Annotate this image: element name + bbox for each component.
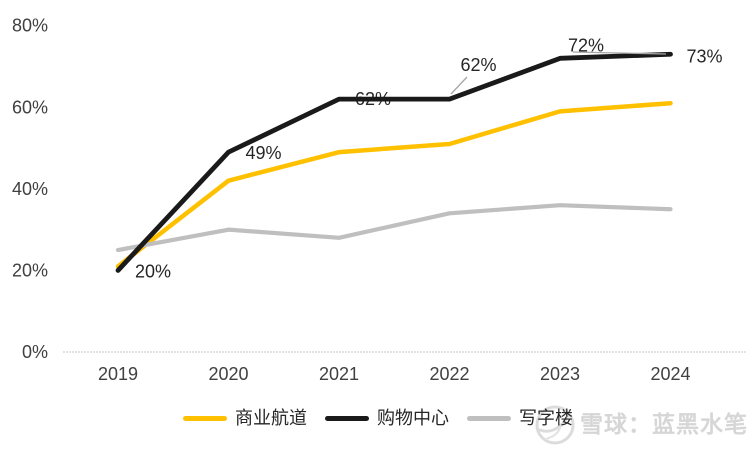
data-label: 20% xyxy=(135,261,171,281)
x-tick-label: 2019 xyxy=(98,364,138,384)
x-tick-label: 2022 xyxy=(429,364,469,384)
line-series-2 xyxy=(115,203,673,253)
x-tick-label: 2024 xyxy=(650,364,690,384)
y-tick-label: 60% xyxy=(12,97,48,117)
label-leader-line xyxy=(572,51,667,55)
y-tick-label: 80% xyxy=(12,16,48,36)
x-tick-label: 2023 xyxy=(540,364,580,384)
y-tick-label: 20% xyxy=(12,260,48,280)
watermark: 雪球：蓝黑水笔 xyxy=(533,401,748,448)
line-series-1 xyxy=(115,51,673,273)
data-label: 62% xyxy=(460,55,496,75)
xueqiu-snowball-icon xyxy=(535,405,575,445)
watermark-text: 雪球：蓝黑水笔 xyxy=(580,411,748,437)
label-leader-line xyxy=(450,76,468,95)
data-label: 49% xyxy=(245,143,281,163)
line-series-0 xyxy=(115,100,673,269)
x-tick-label: 2020 xyxy=(208,364,248,384)
x-tick-label: 2021 xyxy=(319,364,359,384)
data-label: 72% xyxy=(568,35,604,55)
data-label: 73% xyxy=(686,46,722,66)
y-tick-label: 0% xyxy=(22,342,48,362)
y-tick-label: 40% xyxy=(12,179,48,199)
